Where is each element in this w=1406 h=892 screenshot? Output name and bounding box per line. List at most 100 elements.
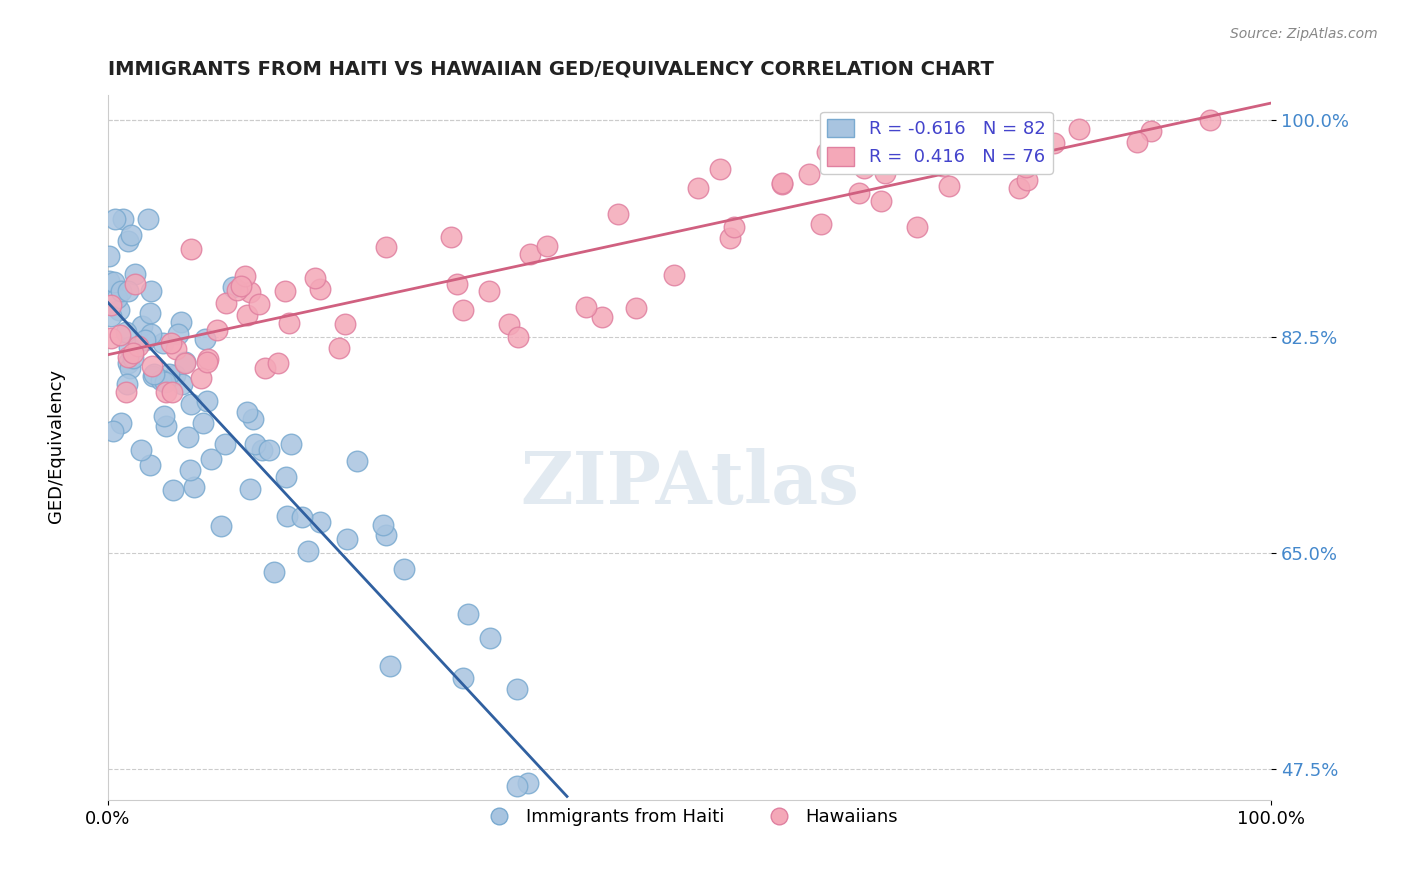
Point [346, 454, 368, 468]
Point [536, 855, 558, 869]
Point [841, 119, 863, 133]
Point [446, 277, 468, 292]
Point [124, 267, 146, 281]
Point [195, 355, 218, 369]
Point [136, 212, 159, 227]
Point [141, 359, 163, 373]
Point [254, 360, 277, 375]
Point [966, 145, 988, 159]
Point [165, 342, 187, 356]
Point [723, 220, 745, 235]
Point [118, 340, 141, 354]
Point [309, 282, 332, 296]
Point [508, 330, 530, 344]
Point [374, 528, 396, 542]
Point [309, 515, 332, 529]
Point [111, 212, 134, 227]
Point [905, 220, 928, 235]
Point [110, 285, 132, 299]
Point [709, 161, 731, 176]
Point [127, 339, 149, 353]
Point [662, 268, 685, 282]
Point [143, 368, 166, 382]
Point [100, 331, 122, 345]
Point [242, 412, 264, 426]
Point [122, 346, 145, 360]
Point [1067, 122, 1090, 136]
Point [236, 405, 259, 419]
Point [848, 186, 870, 200]
Point [1198, 113, 1220, 128]
Point [770, 178, 793, 192]
Point [263, 565, 285, 579]
Point [153, 409, 176, 423]
Point [274, 284, 297, 298]
Point [190, 371, 212, 385]
Point [165, 368, 187, 382]
Point [180, 397, 202, 411]
Point [371, 517, 394, 532]
Point [103, 425, 125, 439]
Point [115, 326, 138, 340]
Point [155, 385, 177, 400]
Point [815, 145, 838, 159]
Point [536, 239, 558, 253]
Point [239, 285, 262, 299]
Point [200, 452, 222, 467]
Point [1007, 181, 1029, 195]
Point [120, 361, 142, 376]
Point [167, 327, 190, 342]
Point [209, 518, 232, 533]
Point [267, 356, 290, 370]
Point [160, 336, 183, 351]
Point [103, 275, 125, 289]
Point [1024, 147, 1046, 161]
Point [250, 442, 273, 457]
Point [1014, 160, 1036, 174]
Point [179, 463, 201, 477]
Point [150, 374, 173, 388]
Point [247, 297, 270, 311]
Point [451, 303, 474, 318]
Point [1140, 123, 1163, 137]
Point [243, 437, 266, 451]
Point [575, 301, 598, 315]
Point [392, 562, 415, 576]
Point [172, 377, 194, 392]
Point [229, 278, 252, 293]
Point [932, 159, 955, 173]
Point [215, 296, 238, 310]
Point [291, 509, 314, 524]
Point [1043, 136, 1066, 151]
Point [160, 385, 183, 400]
Point [194, 332, 217, 346]
Point [117, 356, 139, 370]
Point [875, 166, 897, 180]
Point [122, 351, 145, 366]
Point [115, 385, 138, 400]
Point [481, 812, 503, 826]
Point [138, 458, 160, 473]
Point [506, 681, 529, 696]
Text: Source: ZipAtlas.com: Source: ZipAtlas.com [1230, 27, 1378, 41]
Point [117, 234, 139, 248]
Point [141, 326, 163, 341]
Point [162, 483, 184, 498]
Point [183, 480, 205, 494]
Point [100, 298, 122, 312]
Point [799, 167, 821, 181]
Point [239, 482, 262, 496]
Point [233, 268, 256, 283]
Text: GED/Equivalency: GED/Equivalency [48, 369, 65, 523]
Point [98, 249, 121, 263]
Point [173, 356, 195, 370]
Point [718, 231, 741, 245]
Point [157, 367, 180, 381]
Point [626, 301, 648, 315]
Point [155, 375, 177, 389]
Point [591, 310, 613, 324]
Point [170, 315, 193, 329]
Point [1015, 173, 1038, 187]
Point [770, 176, 793, 190]
Point [120, 227, 142, 242]
